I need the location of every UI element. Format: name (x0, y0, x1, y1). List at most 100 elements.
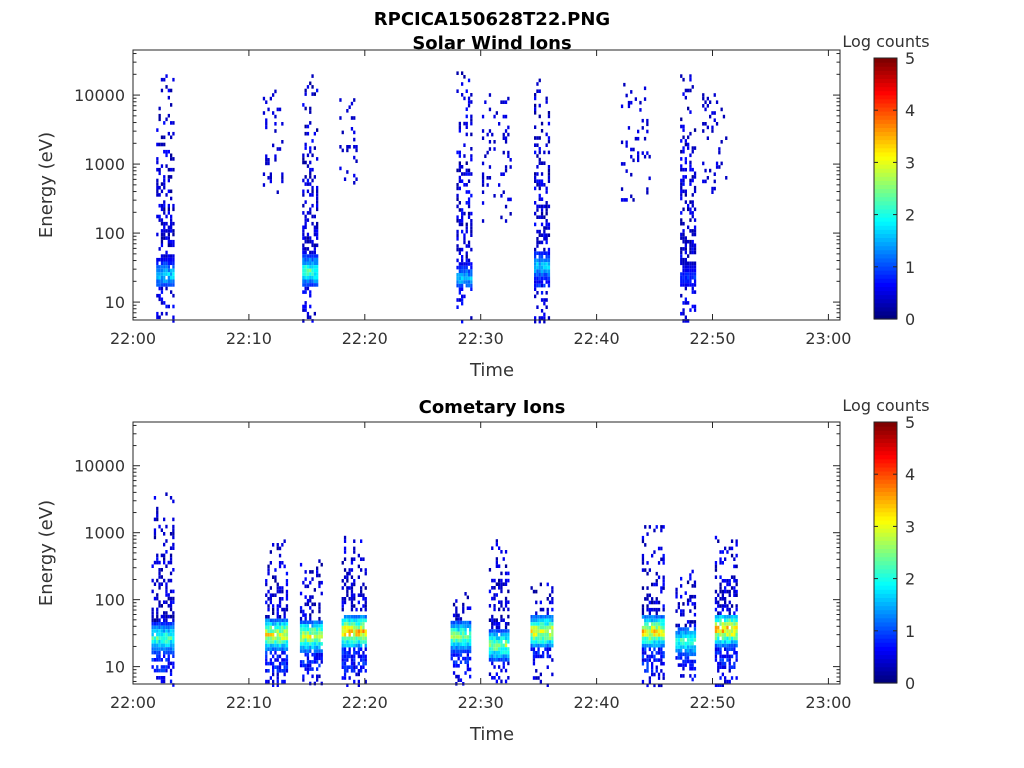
heatmap-cell (160, 218, 164, 222)
heatmap-cell (281, 176, 284, 180)
heatmap-cell (357, 629, 360, 633)
heatmap-cell (714, 535, 718, 540)
heatmap-cell (682, 659, 685, 664)
heatmap-cell (163, 142, 166, 147)
heatmap-cell (170, 214, 173, 219)
heatmap-cell (641, 679, 645, 684)
heatmap-cell (495, 647, 498, 651)
heatmap-cell (682, 146, 685, 150)
heatmap-cell (530, 633, 533, 637)
heatmap-cell (545, 201, 548, 205)
heatmap-cell (309, 207, 312, 212)
heatmap-cell (639, 100, 642, 105)
heatmap-cell (467, 201, 471, 205)
heatmap-cell (302, 631, 305, 635)
heatmap-cell (538, 103, 541, 108)
heatmap-cell (730, 640, 734, 644)
heatmap-cell (362, 622, 365, 626)
heatmap-cell (169, 614, 173, 619)
heatmap-cell (682, 641, 685, 646)
heatmap-cell (272, 669, 275, 673)
heatmap-cell (172, 654, 175, 658)
heatmap-cell (353, 98, 356, 102)
heatmap-cell (547, 150, 551, 155)
heatmap-cell (641, 643, 645, 648)
heatmap-cell (724, 618, 727, 623)
heatmap-cell (267, 615, 270, 619)
heatmap-cell (495, 542, 498, 547)
heatmap-cell (360, 658, 363, 662)
heatmap-cell (724, 636, 727, 641)
heatmap-cell (160, 665, 163, 669)
heatmap-cell (648, 176, 651, 181)
heatmap-cell (311, 257, 314, 262)
heatmap-cell (691, 648, 694, 653)
heatmap-cell (151, 607, 154, 612)
heatmap-cell (502, 650, 505, 655)
heatmap-cell (684, 297, 687, 302)
heatmap-cell (463, 211, 466, 216)
heatmap-cell (682, 124, 685, 129)
heatmap-cell (156, 293, 159, 298)
heatmap-cell (313, 649, 316, 653)
heatmap-cell (644, 568, 647, 572)
heatmap-cell (309, 146, 312, 150)
heatmap-cell (306, 182, 310, 186)
heatmap-cell (346, 579, 349, 583)
heatmap-cell (545, 258, 548, 263)
heatmap-cell (360, 647, 363, 651)
heatmap-cell (278, 561, 282, 565)
heatmap-cell (546, 633, 549, 637)
heatmap-cell (684, 301, 687, 305)
heatmap-cell (693, 265, 697, 269)
heatmap-cell (151, 564, 154, 568)
heatmap-cell (648, 640, 651, 644)
heatmap-cell (267, 629, 270, 633)
heatmap-cell (281, 122, 284, 126)
heatmap-cell (538, 283, 541, 288)
heatmap-cell (452, 649, 456, 654)
colorbar-segment (874, 286, 897, 292)
heatmap-cell (502, 654, 505, 658)
heatmap-cell (353, 640, 356, 644)
heatmap-cell (341, 618, 344, 623)
heatmap-cell (306, 311, 310, 316)
heatmap-cell (655, 597, 658, 601)
heatmap-cell (165, 492, 168, 496)
heatmap-cell (680, 576, 683, 581)
heatmap-cell (717, 669, 720, 673)
heatmap-cell (730, 633, 734, 637)
heatmap-cell (534, 262, 537, 266)
heatmap-cell (648, 611, 651, 616)
heatmap-cell (689, 88, 692, 93)
heatmap-cell (651, 629, 654, 634)
heatmap-cell (169, 604, 173, 608)
heatmap-cell (623, 82, 626, 87)
heatmap-cell (269, 618, 272, 623)
heatmap-cell (684, 268, 687, 273)
heatmap-cell (724, 633, 727, 637)
heatmap-cell (532, 636, 536, 641)
heatmap-cell (165, 311, 168, 316)
heatmap-cell (353, 173, 356, 178)
heatmap-cell (170, 221, 173, 226)
heatmap-cell (318, 663, 321, 668)
heatmap-cell (682, 92, 685, 96)
heatmap-cell (156, 625, 159, 630)
heatmap-cell (353, 661, 356, 666)
heatmap-cell (686, 580, 690, 585)
heatmap-cell (677, 605, 680, 610)
heatmap-cell (481, 161, 485, 166)
heatmap-cell (285, 622, 289, 626)
heatmap-cell (170, 218, 173, 222)
heatmap-cell (547, 247, 551, 252)
heatmap-cell (507, 607, 510, 612)
colorbar-segment (874, 601, 897, 607)
heatmap-cell (470, 154, 473, 158)
heatmap-cell (265, 640, 268, 644)
heatmap-cell (535, 611, 538, 615)
heatmap-cell (687, 268, 690, 273)
heatmap-cell (276, 604, 279, 608)
heatmap-cell (495, 539, 498, 543)
heatmap-cell (165, 286, 168, 291)
